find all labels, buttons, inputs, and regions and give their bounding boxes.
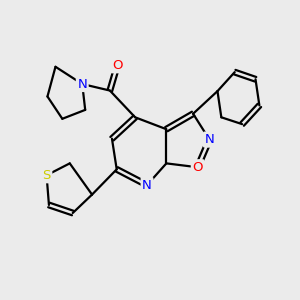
Text: N: N [205, 133, 214, 146]
Text: O: O [192, 161, 203, 174]
Text: N: N [142, 178, 152, 192]
Text: O: O [112, 59, 123, 72]
Text: N: N [77, 77, 87, 91]
Text: S: S [42, 169, 51, 182]
